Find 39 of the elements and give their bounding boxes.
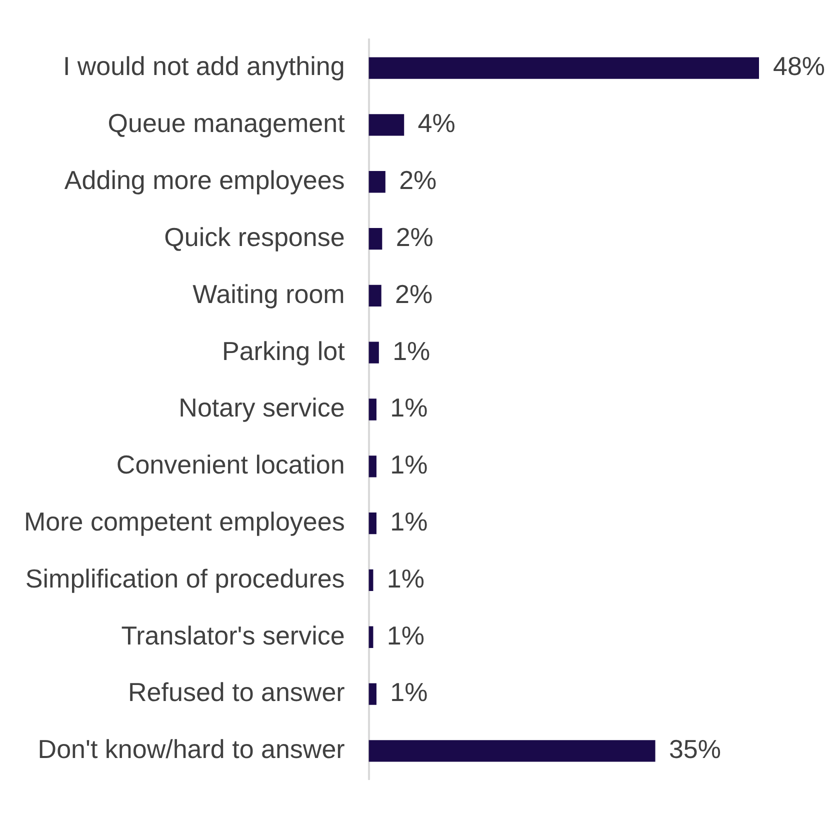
bar <box>368 342 379 364</box>
y-tick-label: Queue management <box>108 108 346 138</box>
y-tick-label: More competent employees <box>24 506 345 536</box>
bar <box>368 569 374 592</box>
data-label: 2% <box>399 165 437 196</box>
y-tick-label: Notary service <box>178 392 345 423</box>
bar <box>368 114 404 136</box>
bar <box>368 171 386 193</box>
bar <box>368 683 376 705</box>
bar <box>368 398 376 420</box>
y-tick-label: Translator's service <box>121 620 345 650</box>
y-tick-label: I would not add anything <box>62 51 345 82</box>
y-tick-label: Quick response <box>164 222 345 252</box>
data-label: 1% <box>390 392 428 423</box>
data-label: 1% <box>390 677 428 708</box>
y-tick-label: Refused to answer <box>128 677 346 708</box>
data-label: 1% <box>392 336 430 366</box>
bar <box>368 284 382 307</box>
y-tick-label: Don't know/hard to answer <box>38 734 346 764</box>
data-label: 1% <box>390 450 428 480</box>
data-label: 2% <box>396 222 434 252</box>
y-tick-label: Parking lot <box>222 336 346 366</box>
y-tick-label: Convenient location <box>116 450 345 480</box>
data-label: 35% <box>668 734 721 764</box>
bar <box>368 512 376 534</box>
bar <box>368 456 376 478</box>
bar <box>368 228 382 250</box>
y-tick-label: Adding more employees <box>64 165 345 196</box>
bar <box>368 57 759 79</box>
bar <box>368 626 374 648</box>
data-label: 2% <box>395 278 433 309</box>
data-label: 1% <box>386 620 424 650</box>
data-label: 1% <box>390 506 428 536</box>
data-label: 4% <box>418 108 456 138</box>
y-tick-label: Waiting room <box>192 278 345 309</box>
data-label: 1% <box>386 563 424 594</box>
data-label: 48% <box>773 51 826 82</box>
bar <box>368 740 656 762</box>
y-tick-label: Simplification of procedures <box>25 563 345 594</box>
